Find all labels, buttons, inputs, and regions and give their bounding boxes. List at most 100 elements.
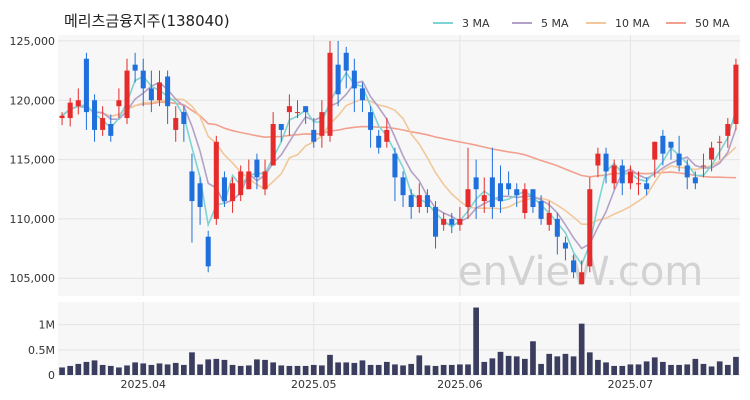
- candle-body: [603, 153, 609, 172]
- candle: [173, 106, 179, 142]
- volume-bar: [359, 360, 366, 375]
- volume-bar: [505, 355, 512, 375]
- candle-body: [75, 100, 81, 107]
- candle-body: [538, 201, 544, 219]
- candle: [197, 177, 203, 225]
- candle: [652, 141, 658, 178]
- date-axis: 2025.04 2025.05 2025.06 2025.07: [121, 378, 654, 391]
- candle-body: [562, 242, 568, 249]
- candle-body: [644, 183, 650, 190]
- volume-bar: [189, 352, 195, 375]
- candle-body: [132, 64, 138, 71]
- volume-grid: [58, 302, 740, 376]
- volume-bar: [99, 364, 106, 375]
- candle: [489, 147, 495, 219]
- volume-bar: [245, 365, 252, 375]
- candle: [546, 201, 552, 231]
- candle: [205, 230, 211, 273]
- candle-body: [514, 189, 520, 196]
- candle-body: [587, 189, 593, 267]
- price-tick-label: 105,000: [10, 272, 56, 285]
- candle: [343, 46, 349, 89]
- volume-bar: [676, 364, 682, 375]
- candle: [132, 52, 138, 83]
- candle-body: [311, 129, 317, 142]
- candle: [270, 112, 276, 166]
- candle: [392, 147, 398, 202]
- candle: [717, 135, 723, 160]
- candle: [473, 159, 479, 219]
- candle: [408, 189, 414, 219]
- candle: [400, 171, 406, 208]
- candle-body: [692, 177, 698, 184]
- candle: [156, 70, 163, 107]
- volume-bar: [319, 365, 325, 375]
- date-tick-label: 2025.05: [291, 378, 337, 391]
- candle-body: [221, 177, 227, 202]
- candle: [327, 40, 333, 142]
- candle: [246, 159, 252, 190]
- volume-bar: [408, 363, 415, 375]
- volume-bar: [692, 358, 699, 375]
- candle: [571, 254, 577, 279]
- volume-bar: [335, 362, 341, 375]
- volume-bar: [627, 364, 634, 375]
- volume-bar: [343, 362, 350, 375]
- candle: [506, 171, 512, 196]
- candle: [481, 177, 487, 213]
- candle: [644, 177, 650, 196]
- candle-body: [351, 70, 357, 89]
- volume-tick-label: 0: [48, 369, 55, 382]
- volume-bar: [132, 362, 138, 375]
- candle-body: [619, 165, 625, 184]
- candle: [83, 52, 89, 130]
- candle: [433, 201, 439, 249]
- candle: [514, 183, 520, 208]
- candle-body: [530, 189, 536, 208]
- candle: [416, 183, 422, 213]
- candle: [635, 171, 642, 196]
- candle-body: [627, 171, 633, 184]
- volume-bar: [83, 361, 90, 375]
- candle: [100, 106, 106, 136]
- ma-10-line: [61, 98, 737, 225]
- candle-body: [262, 171, 268, 190]
- volume-bar: [205, 359, 212, 375]
- candle: [335, 40, 341, 107]
- candle: [213, 135, 219, 225]
- volume-bar: [107, 365, 114, 375]
- legend-50ma-label: 50 MA: [695, 17, 730, 30]
- volume-bar: [270, 362, 276, 375]
- candle-body: [449, 218, 455, 225]
- price-tick-label: 120,000: [10, 94, 56, 107]
- legend: 3 MA 5 MA 10 MA 50 MA: [433, 17, 730, 30]
- candle-body: [368, 112, 374, 130]
- candle-body: [717, 141, 723, 143]
- candle-body: [327, 52, 333, 136]
- candle-body: [660, 135, 666, 154]
- volume-bar: [562, 353, 569, 375]
- candle: [67, 97, 73, 127]
- candle: [254, 153, 260, 190]
- candle-body: [173, 118, 179, 130]
- candle-body: [148, 88, 154, 101]
- watermark: enVieW.com: [458, 249, 703, 295]
- volume-bar: [513, 356, 520, 375]
- price-axis: 105,000 110,000 115,000 120,000 125,000: [10, 35, 56, 285]
- candle-body: [457, 218, 463, 225]
- volume-bar: [481, 361, 488, 375]
- candle: [725, 118, 731, 148]
- candle-body: [684, 165, 690, 178]
- candle-body: [254, 159, 260, 178]
- volume-bar: [424, 365, 431, 375]
- price-tick-label: 115,000: [10, 154, 56, 167]
- candle: [465, 147, 471, 219]
- volume-bar: [221, 359, 228, 375]
- candle: [595, 147, 601, 178]
- candle-body: [319, 112, 325, 136]
- candle: [627, 165, 633, 190]
- volume-bar: [595, 359, 601, 375]
- candle-body: [465, 189, 471, 208]
- volume-bar: [59, 367, 65, 375]
